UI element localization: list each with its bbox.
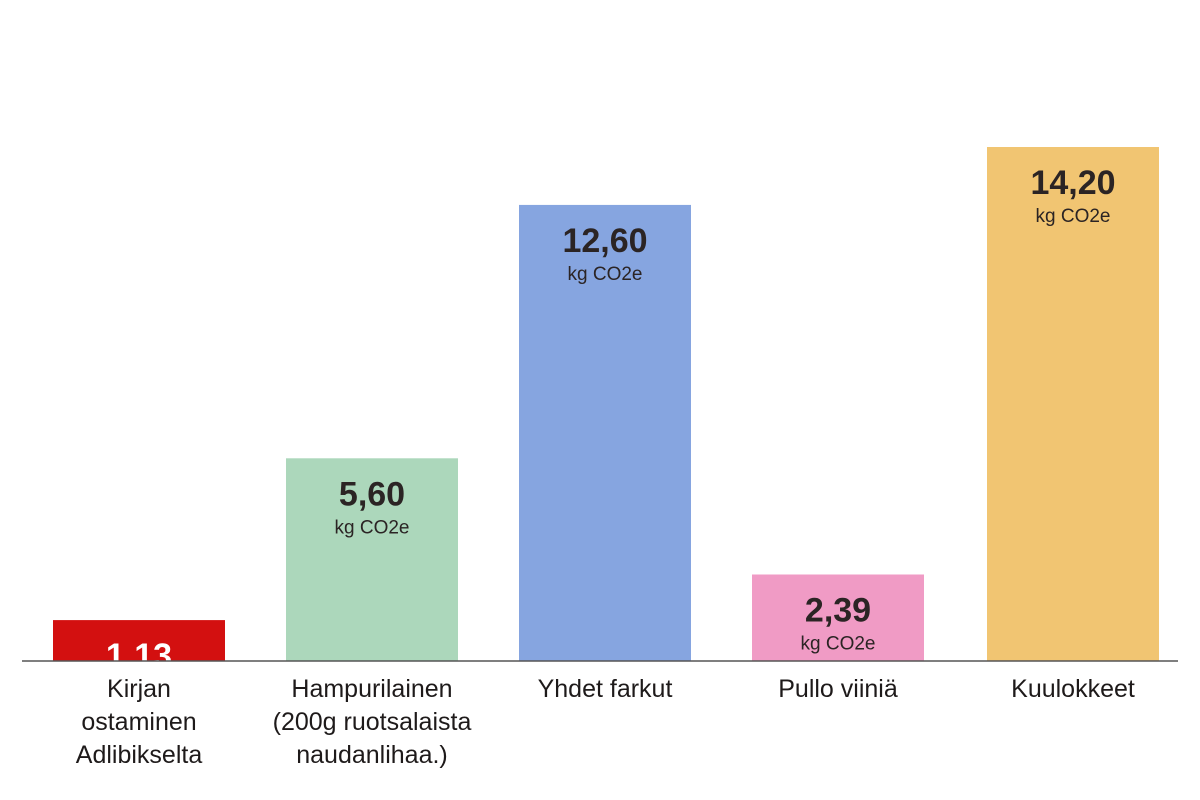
bar-value-label: 14,20	[1030, 164, 1115, 202]
bar-value-label: 12,60	[562, 222, 647, 260]
bar-unit-label: kg CO2e	[335, 517, 410, 538]
category-label: Adlibikselta	[76, 741, 203, 769]
category-label: Yhdet farkut	[538, 675, 673, 703]
category-label: Kirjan	[107, 675, 171, 703]
bar-4	[752, 574, 924, 661]
category-label: (200g ruotsalaista	[273, 708, 472, 736]
bar-unit-label: kg CO2e	[1036, 206, 1111, 227]
category-label: ostaminen	[81, 708, 196, 736]
category-label: Kuulokkeet	[1011, 675, 1135, 703]
category-label: Pullo viiniä	[778, 675, 898, 703]
bar-unit-label: kg CO2e	[102, 679, 177, 700]
bar-unit-label: kg CO2e	[568, 264, 643, 285]
category-label: Hampurilainen	[291, 675, 452, 703]
bar-value-label: 2,39	[805, 591, 871, 629]
category-label: naudanlihaa.)	[296, 741, 448, 769]
bars-layer: 1,13 kg CO2e 5,60 kg CO2e 12,60 kg CO2e 2,39 kg…	[53, 147, 1159, 700]
bar-unit-label: kg CO2e	[801, 633, 876, 654]
bar-3	[519, 204, 691, 661]
bar-2	[286, 458, 458, 661]
category-labels-layer: Kirjan ostaminen Adlibikselta Hampurilainen…	[76, 675, 1135, 769]
bar-value-label: 5,60	[339, 475, 405, 513]
bar-value-label: 1,13	[106, 637, 172, 675]
bar-5	[987, 147, 1159, 661]
bar-1	[53, 620, 225, 661]
